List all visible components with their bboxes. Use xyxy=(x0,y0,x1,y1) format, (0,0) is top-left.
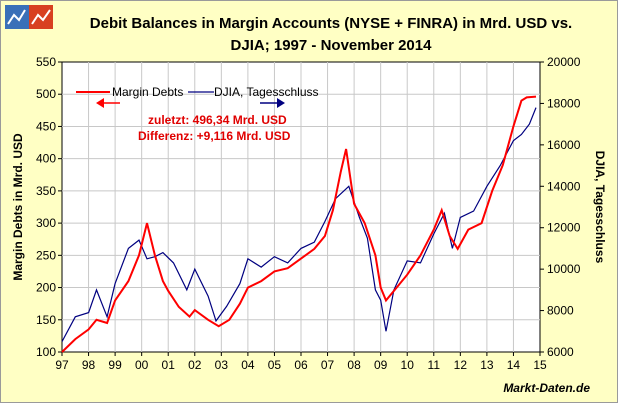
annotation-latest: zuletzt: 496,34 Mrd. USD xyxy=(148,113,287,127)
left-tick-label: 200 xyxy=(36,281,56,295)
x-tick-label: 97 xyxy=(55,358,69,372)
x-tick-label: 00 xyxy=(135,358,149,372)
right-axis: 6000 8000 10000 12000 14000 16000 18000 20000 xyxy=(540,55,581,359)
left-tick-label: 400 xyxy=(36,152,56,166)
left-axis-label: Margin Debts in Mrd. USD xyxy=(11,133,25,281)
chart-title: Debit Balances in Margin Accounts (NYSE … xyxy=(61,13,601,57)
x-tick-label: 14 xyxy=(507,358,521,372)
right-tick-label: 8000 xyxy=(547,304,574,318)
left-tick-label: 500 xyxy=(36,87,56,101)
grid-lines xyxy=(62,62,540,352)
right-axis-label: DJIA, Tagesschluss xyxy=(593,151,607,264)
source-credit: Markt-Daten.de xyxy=(503,381,590,395)
left-tick-label: 100 xyxy=(36,345,56,359)
x-tick-label: 09 xyxy=(374,358,388,372)
left-tick-label: 150 xyxy=(36,313,56,327)
right-tick-label: 6000 xyxy=(547,345,574,359)
series-line-margin-debts xyxy=(61,95,537,353)
left-tick-label: 300 xyxy=(36,216,56,230)
right-tick-label: 10000 xyxy=(547,262,581,276)
legend: Margin Debts DJIA, Tagesschluss xyxy=(76,85,319,108)
right-tick-label: 20000 xyxy=(547,55,581,69)
left-tick-label: 450 xyxy=(36,119,56,133)
right-tick-label: 18000 xyxy=(547,96,581,110)
x-axis: 97 98 99 00 01 02 03 04 05 06 07 08 09 10 11 12 13 14 15 xyxy=(55,352,547,372)
x-tick-label: 08 xyxy=(347,358,361,372)
annotation-difference: Differenz: +9,116 Mrd. USD xyxy=(138,129,291,143)
x-tick-label: 12 xyxy=(454,358,468,372)
x-tick-label: 05 xyxy=(268,358,282,372)
left-tick-label: 350 xyxy=(36,184,56,198)
x-tick-label: 98 xyxy=(82,358,96,372)
right-tick-label: 14000 xyxy=(547,179,581,193)
x-tick-label: 01 xyxy=(162,358,176,372)
x-tick-label: 13 xyxy=(480,358,494,372)
x-tick-label: 99 xyxy=(108,358,122,372)
legend-arrow-left-icon xyxy=(96,98,104,108)
x-tick-label: 02 xyxy=(188,358,202,372)
right-tick-label: 12000 xyxy=(547,221,581,235)
left-tick-label: 250 xyxy=(36,248,56,262)
brand-logo xyxy=(5,5,53,29)
x-tick-label: 10 xyxy=(401,358,415,372)
x-tick-label: 11 xyxy=(428,358,441,372)
series-line-djia xyxy=(61,107,537,342)
x-tick-label: 04 xyxy=(241,358,255,372)
right-tick-label: 16000 xyxy=(547,138,581,152)
left-axis: 100 150 200 250 300 350 400 450 500 550 xyxy=(36,55,62,359)
x-tick-label: 07 xyxy=(321,358,335,372)
chart-title-line2: DJIA; 1997 - November 2014 xyxy=(230,37,432,54)
left-tick-label: 550 xyxy=(36,55,56,69)
x-tick-label: 06 xyxy=(294,358,308,372)
legend-label-djia: DJIA, Tagesschluss xyxy=(214,85,319,99)
x-tick-label: 15 xyxy=(533,358,547,372)
chart-title-line1: Debit Balances in Margin Accounts (NYSE … xyxy=(89,15,573,32)
x-tick-label: 03 xyxy=(215,358,229,372)
legend-label-margin: Margin Debts xyxy=(112,85,183,99)
legend-arrow-right-icon xyxy=(277,98,285,108)
